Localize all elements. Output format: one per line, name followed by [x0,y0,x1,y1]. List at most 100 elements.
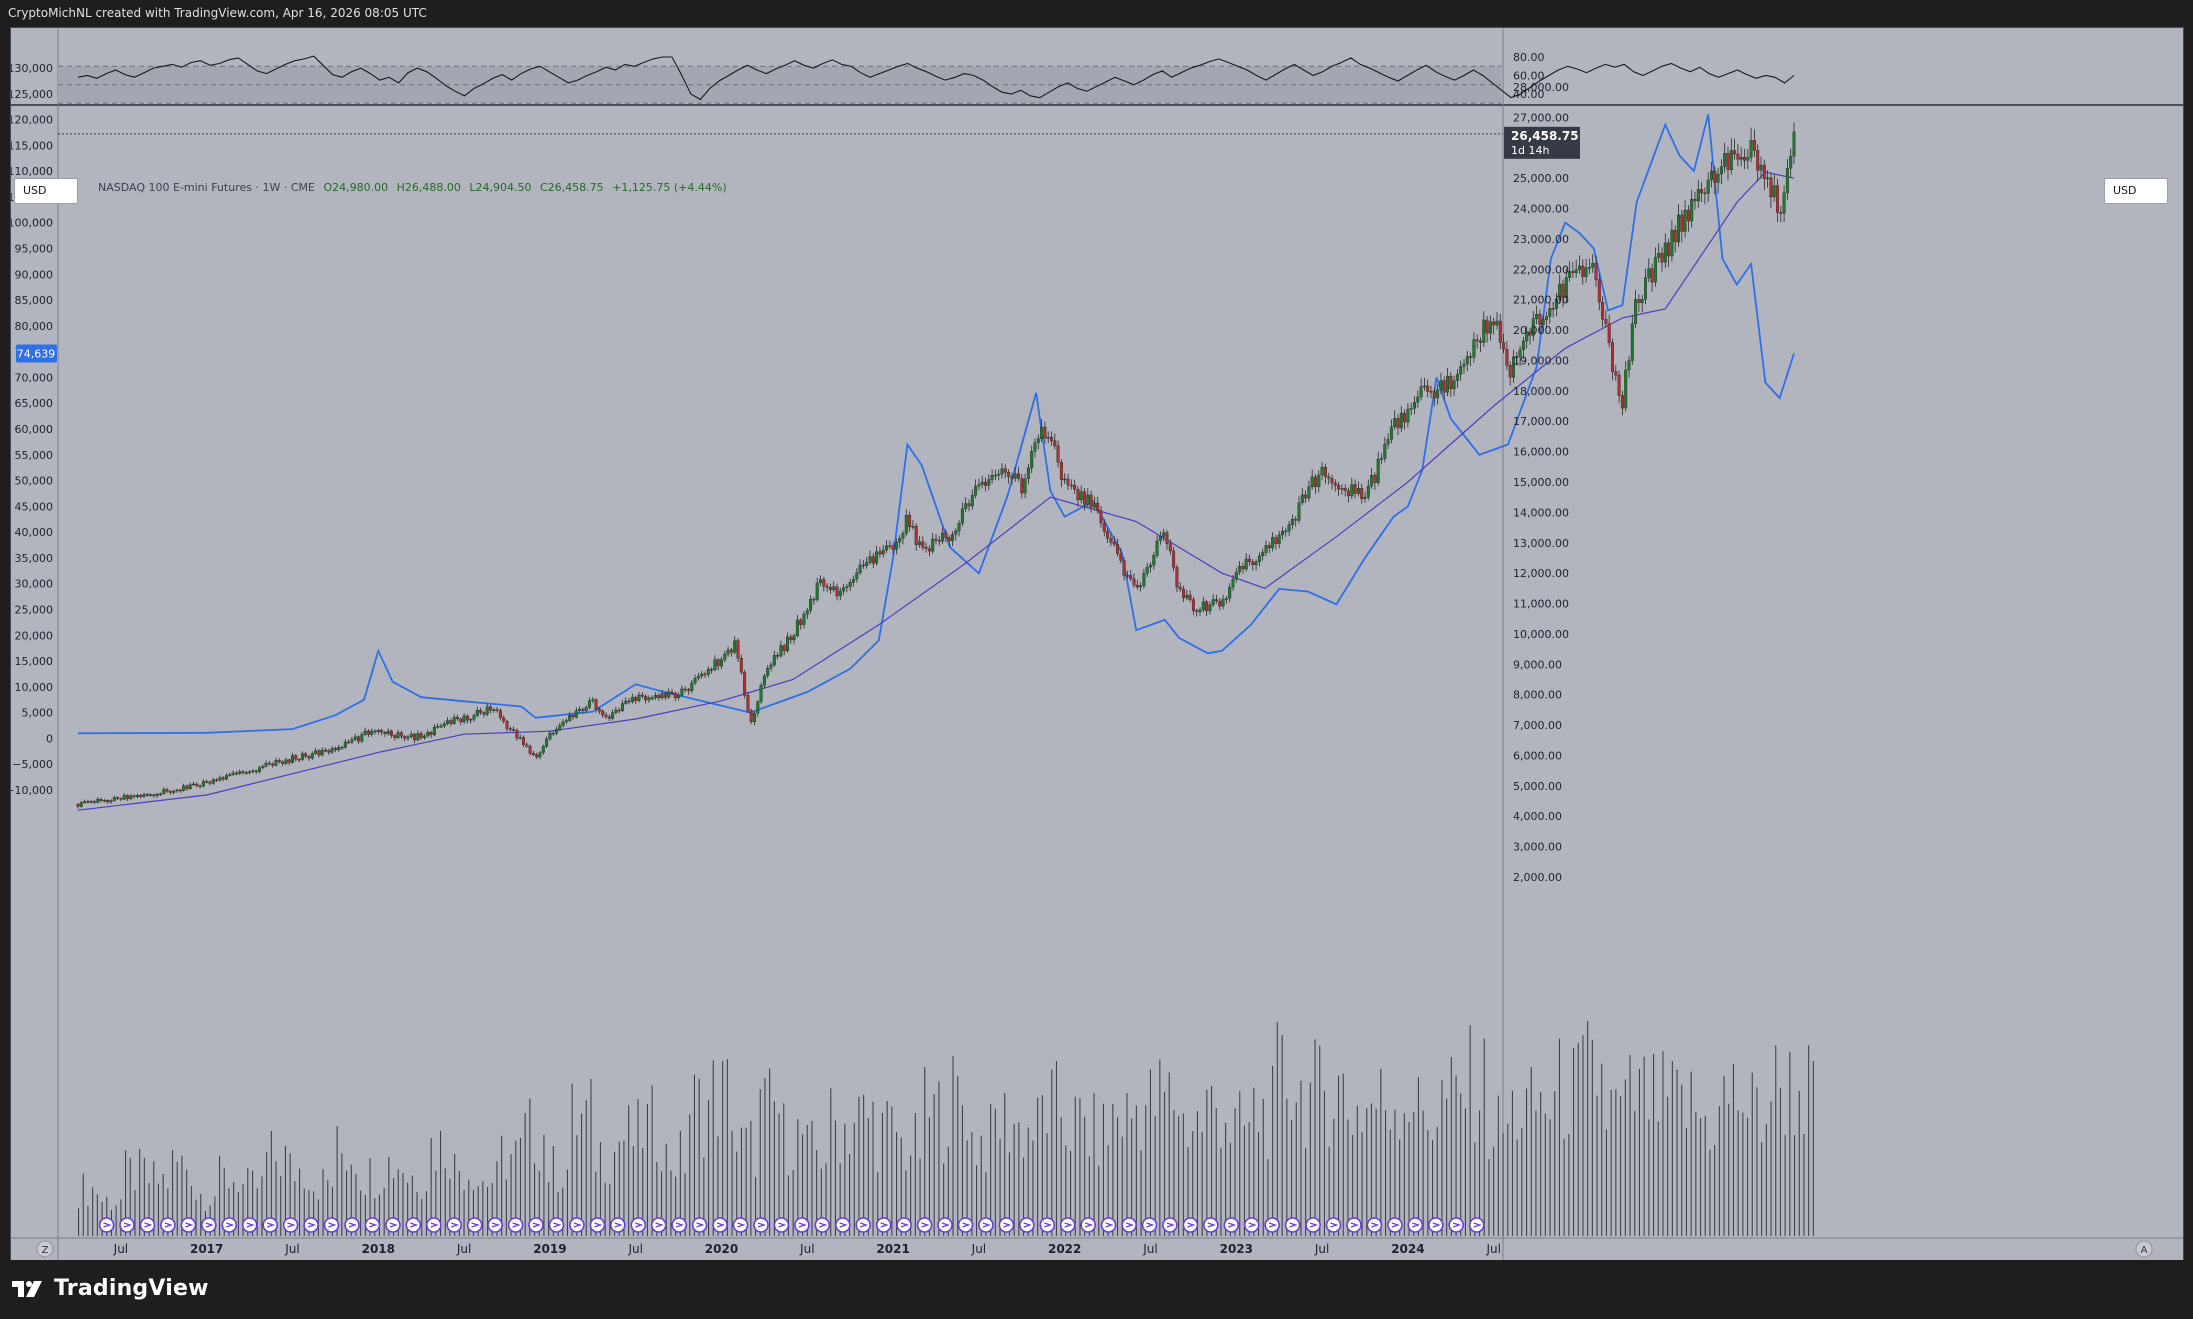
volume-bar [355,1173,357,1236]
candle-body [449,720,453,724]
volume-bar [736,1151,738,1236]
candle-body [1063,478,1067,481]
volume-bar [350,1164,352,1236]
volume-bar [1164,1091,1166,1236]
volume-bar [717,1136,719,1236]
volume-bar [863,1094,865,1236]
candle-body [640,694,644,697]
candle-body [188,784,192,789]
candle-body [759,685,763,702]
volume-bar [684,1172,686,1236]
volume-bar [421,1199,423,1236]
candle-body [505,721,509,729]
right-axis-tick-label: 24,000.00 [1513,203,1569,216]
candle-body [937,540,941,542]
left-axis-tick-label: 130,000 [11,62,53,75]
candle-body [158,793,162,795]
candle-body [327,750,331,753]
candle-body [1363,496,1367,500]
rsi-tick-label: 80.00 [1513,51,1545,64]
volume-bar [881,1112,883,1236]
volume-bar [1695,1112,1697,1236]
candle-body [1307,486,1311,499]
volume-bar [463,1190,465,1236]
candle-body [828,587,832,590]
candle-body [1201,601,1205,610]
economic-event-arrow [307,1222,317,1228]
volume-bar [1497,1095,1499,1236]
candle-body [1521,340,1525,351]
volume-bar [1469,1025,1471,1236]
candle-body [789,636,793,641]
tradingview-logo[interactable]: TradingView [12,1276,209,1301]
candle-body [551,732,555,735]
candle-body [373,730,377,733]
candle-body [802,614,806,625]
candle-body [1350,484,1354,497]
volume-bar [289,1153,291,1236]
economic-event-arrow [1268,1222,1278,1228]
volume-bar [346,1170,348,1236]
volume-bar [510,1154,512,1236]
candle-body [795,619,799,636]
economic-event-icon [507,1217,524,1233]
economic-event-icon [1018,1217,1035,1233]
candle-body [1148,564,1152,568]
candle-body [281,761,285,764]
volume-bar [585,1100,587,1236]
volume-bar [125,1150,127,1236]
bar-countdown: 1d 14h [1511,144,1549,157]
volume-bar [632,1146,634,1236]
candle-body [215,779,219,781]
candle-body [835,586,839,597]
economic-event-icon [1468,1217,1485,1233]
overlay-series-line [77,114,1795,735]
candle-body [980,481,984,485]
volume-bar [679,1130,681,1236]
symbol-name[interactable]: NASDAQ 100 E-mini Futures · 1W · CME [98,181,315,194]
candle-body [1379,458,1383,460]
volume-bar [1135,1105,1137,1236]
volume-bar [1243,1125,1245,1236]
volume-bar [1281,1035,1283,1236]
volume-bar [1027,1127,1029,1236]
left-unit-button[interactable]: USD [14,178,78,204]
economic-event-icon [609,1217,626,1233]
candle-body [409,733,413,737]
volume-bar [849,1154,851,1236]
candle-body [1429,391,1433,393]
economic-event-arrow [532,1222,542,1228]
candle-body [1119,553,1123,561]
candle-body [83,801,87,803]
volume-bar [242,1184,244,1236]
volume-bar [557,1192,559,1236]
economic-event-arrow [512,1222,521,1228]
economic-event-arrow [410,1222,419,1228]
economic-event-arrow [798,1222,807,1228]
chart-svg[interactable]: 80.0060.0040.0028,000.0027,000.0026,000.… [5,28,2183,1260]
volume-bar [294,1181,296,1236]
volume-bar [1427,1130,1429,1236]
candle-body [1053,440,1057,447]
candle-body [165,789,169,792]
volume-bar [910,1155,912,1236]
candle-body [1488,321,1492,334]
candle-body [1346,490,1350,497]
volume-bar [802,1134,804,1236]
economic-event-arrow [430,1222,439,1228]
volume-bar [1262,1098,1264,1236]
volume-bar [1446,1098,1448,1236]
right-unit-button[interactable]: USD [2104,178,2168,204]
volume-bar [990,1103,992,1236]
volume-bar [924,1067,926,1236]
candle-body [611,712,615,719]
candle-body [304,753,308,757]
left-axis-tick-label: 5,000 [22,707,54,720]
volume-bar [900,1137,902,1236]
volume-bar [1356,1105,1358,1236]
candle-body [1155,540,1159,556]
volume-bar [219,1155,221,1236]
volume-bar [364,1194,366,1236]
volume-bar [661,1171,663,1236]
candle-body [574,710,578,718]
